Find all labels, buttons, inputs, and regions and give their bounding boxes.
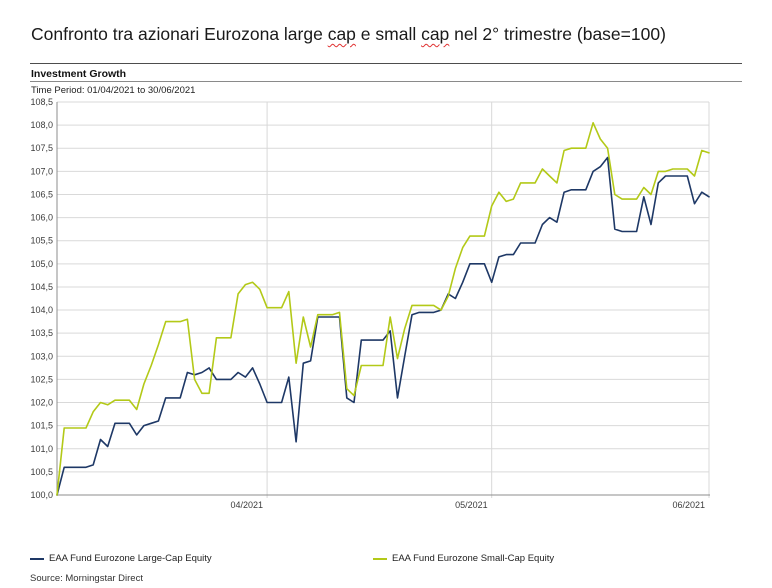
y-axis-tick-label: 101,0 xyxy=(30,444,53,454)
x-axis-tick-label: 04/2021 xyxy=(231,500,264,510)
page-title-part3: nel 2° trimestre (base=100) xyxy=(449,24,666,44)
x-axis-tick-label: 05/2021 xyxy=(455,500,488,510)
page-title-part1: Confronto tra azionari Eurozona large xyxy=(31,24,328,44)
y-axis-tick-label: 100,0 xyxy=(30,490,53,500)
x-axis-tick-label: 06/2021 xyxy=(672,500,705,510)
y-axis-tick-label: 107,5 xyxy=(30,143,53,153)
y-axis-tick-label: 100,5 xyxy=(30,467,53,477)
source-attribution: Source: Morningstar Direct xyxy=(30,573,143,584)
y-axis-tick-label: 105,0 xyxy=(30,259,53,269)
legend-label-large-cap: EAA Fund Eurozone Large-Cap Equity xyxy=(49,553,212,564)
y-axis-tick-label: 104,0 xyxy=(30,305,53,315)
page-title-misspelled-word: cap xyxy=(327,24,356,44)
legend-label-small-cap: EAA Fund Eurozone Small-Cap Equity xyxy=(392,553,555,564)
legend-item-small-cap: EAA Fund Eurozone Small-Cap Equity xyxy=(373,553,554,564)
y-axis-tick-label: 108,5 xyxy=(30,97,53,107)
y-axis-tick-label: 105,5 xyxy=(30,236,53,246)
y-axis-tick-label: 107,0 xyxy=(30,166,53,176)
page-title: Confronto tra azionari Eurozona large ca… xyxy=(31,24,757,45)
page-title-part2: e small xyxy=(355,24,422,44)
header-top-rule xyxy=(30,63,742,64)
y-axis-tick-label: 103,0 xyxy=(30,351,53,361)
time-period-label: Time Period: 01/04/2021 to 30/06/2021 xyxy=(31,85,196,96)
y-axis-tick-label: 102,5 xyxy=(30,374,53,384)
series-line-large-cap xyxy=(56,156,710,496)
header-bottom-rule xyxy=(30,81,742,82)
y-axis-tick-label: 104,5 xyxy=(30,282,53,292)
y-axis-tick-label: 108,0 xyxy=(30,120,53,130)
y-axis-tick-label: 106,5 xyxy=(30,189,53,199)
series-line-small-cap xyxy=(56,122,710,496)
page-title-misspelled-word: cap xyxy=(421,24,450,44)
legend-item-large-cap: EAA Fund Eurozone Large-Cap Equity xyxy=(30,553,212,564)
y-axis-tick-label: 101,5 xyxy=(30,421,53,431)
y-axis-tick-label: 106,0 xyxy=(30,213,53,223)
y-axis-tick-label: 103,5 xyxy=(30,328,53,338)
chart-section-title: Investment Growth xyxy=(31,68,127,80)
small-cap-line-swatch-icon xyxy=(373,557,387,560)
large-cap-line-swatch-icon xyxy=(30,557,44,560)
y-axis-tick-label: 102,0 xyxy=(30,398,53,408)
